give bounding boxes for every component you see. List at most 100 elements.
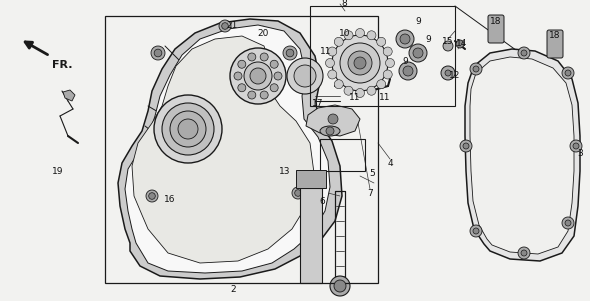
Circle shape bbox=[456, 40, 464, 48]
Circle shape bbox=[573, 143, 579, 149]
Circle shape bbox=[287, 58, 323, 94]
Circle shape bbox=[409, 44, 427, 62]
Bar bbox=[105, 16, 378, 283]
Circle shape bbox=[403, 66, 413, 76]
Polygon shape bbox=[125, 25, 330, 273]
Circle shape bbox=[570, 140, 582, 152]
Circle shape bbox=[234, 72, 242, 80]
Circle shape bbox=[565, 220, 571, 226]
Circle shape bbox=[562, 67, 574, 79]
Circle shape bbox=[376, 37, 386, 46]
Circle shape bbox=[286, 49, 294, 57]
Circle shape bbox=[248, 53, 256, 61]
Text: FR.: FR. bbox=[52, 60, 73, 70]
Polygon shape bbox=[118, 19, 342, 279]
Circle shape bbox=[244, 62, 272, 90]
Circle shape bbox=[470, 225, 482, 237]
Text: 12: 12 bbox=[450, 72, 461, 80]
Circle shape bbox=[473, 66, 479, 72]
Circle shape bbox=[146, 190, 158, 202]
Text: 11: 11 bbox=[320, 46, 332, 55]
Circle shape bbox=[332, 35, 388, 91]
Polygon shape bbox=[465, 49, 580, 261]
Circle shape bbox=[330, 276, 350, 296]
Circle shape bbox=[518, 247, 530, 259]
Circle shape bbox=[292, 187, 304, 199]
Circle shape bbox=[400, 34, 410, 44]
Circle shape bbox=[335, 37, 343, 46]
Circle shape bbox=[396, 30, 414, 48]
Circle shape bbox=[219, 20, 231, 32]
Circle shape bbox=[344, 31, 353, 40]
FancyBboxPatch shape bbox=[547, 30, 563, 58]
Polygon shape bbox=[132, 36, 314, 263]
Circle shape bbox=[344, 86, 353, 95]
Circle shape bbox=[340, 43, 380, 83]
Circle shape bbox=[294, 190, 301, 196]
Circle shape bbox=[270, 84, 278, 92]
Bar bbox=[300, 188, 322, 283]
Circle shape bbox=[562, 217, 574, 229]
Circle shape bbox=[238, 84, 246, 92]
Text: 11: 11 bbox=[379, 94, 391, 103]
Circle shape bbox=[274, 72, 282, 80]
Circle shape bbox=[521, 250, 527, 256]
Circle shape bbox=[328, 114, 338, 124]
Circle shape bbox=[385, 58, 395, 67]
Circle shape bbox=[384, 47, 392, 56]
Circle shape bbox=[162, 103, 214, 155]
Circle shape bbox=[260, 91, 268, 99]
Circle shape bbox=[283, 46, 297, 60]
Text: 8: 8 bbox=[341, 0, 347, 8]
Text: 17: 17 bbox=[312, 98, 324, 107]
Text: 7: 7 bbox=[367, 190, 373, 198]
Circle shape bbox=[326, 127, 334, 135]
Circle shape bbox=[230, 48, 286, 104]
Circle shape bbox=[521, 50, 527, 56]
Circle shape bbox=[326, 58, 335, 67]
Circle shape bbox=[518, 47, 530, 59]
Circle shape bbox=[222, 23, 228, 29]
Circle shape bbox=[178, 119, 198, 139]
Text: 9: 9 bbox=[415, 17, 421, 26]
Circle shape bbox=[170, 111, 206, 147]
Text: 13: 13 bbox=[279, 166, 291, 175]
Circle shape bbox=[250, 68, 266, 84]
Circle shape bbox=[294, 65, 316, 87]
Circle shape bbox=[151, 46, 165, 60]
Text: 6: 6 bbox=[319, 197, 325, 206]
Circle shape bbox=[328, 47, 337, 56]
Text: 3: 3 bbox=[577, 148, 583, 157]
Polygon shape bbox=[63, 90, 75, 101]
Text: 20: 20 bbox=[257, 29, 268, 38]
Circle shape bbox=[154, 49, 162, 57]
Text: 9: 9 bbox=[402, 57, 408, 66]
Text: 18: 18 bbox=[490, 17, 502, 26]
Circle shape bbox=[260, 53, 268, 61]
Circle shape bbox=[356, 88, 365, 98]
Bar bbox=[320, 139, 365, 171]
Text: 21: 21 bbox=[227, 21, 238, 30]
Text: 4: 4 bbox=[387, 160, 393, 169]
Polygon shape bbox=[306, 105, 360, 136]
Circle shape bbox=[463, 143, 469, 149]
Text: 5: 5 bbox=[369, 169, 375, 178]
Circle shape bbox=[470, 63, 482, 75]
Circle shape bbox=[399, 62, 417, 80]
Circle shape bbox=[413, 48, 423, 58]
FancyBboxPatch shape bbox=[488, 15, 504, 43]
Circle shape bbox=[445, 70, 451, 76]
Circle shape bbox=[354, 57, 366, 69]
Ellipse shape bbox=[320, 126, 340, 136]
Circle shape bbox=[384, 70, 392, 79]
Text: 18: 18 bbox=[549, 32, 560, 41]
Circle shape bbox=[334, 280, 346, 292]
Circle shape bbox=[335, 80, 343, 89]
Circle shape bbox=[149, 193, 155, 199]
Text: 9: 9 bbox=[425, 35, 431, 44]
Circle shape bbox=[460, 140, 472, 152]
Circle shape bbox=[441, 66, 455, 80]
Circle shape bbox=[565, 70, 571, 76]
Circle shape bbox=[443, 41, 453, 51]
Text: 16: 16 bbox=[164, 194, 176, 203]
